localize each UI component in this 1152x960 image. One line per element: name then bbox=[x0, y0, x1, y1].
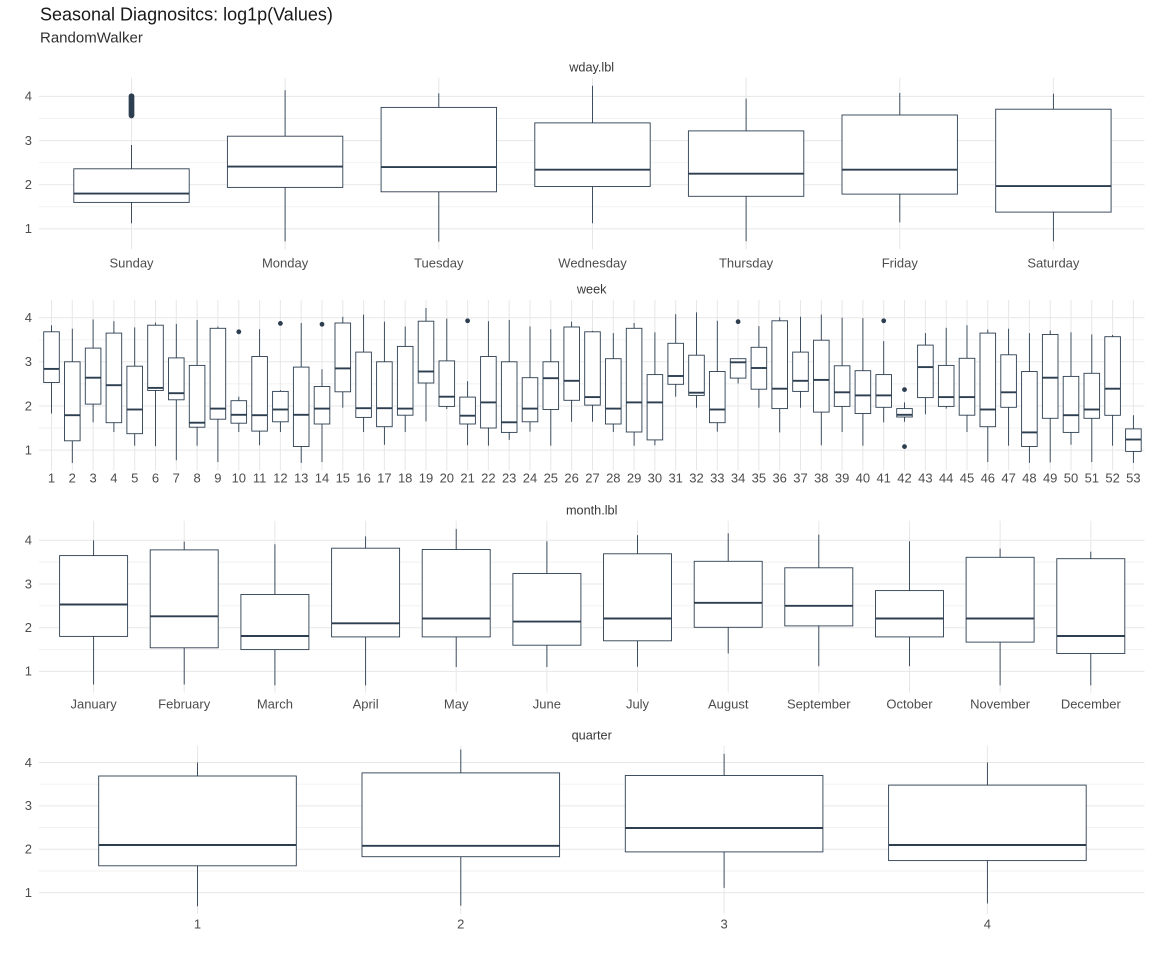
svg-text:10: 10 bbox=[232, 471, 246, 486]
svg-text:51: 51 bbox=[1085, 471, 1099, 486]
svg-text:1: 1 bbox=[25, 664, 32, 679]
svg-text:1: 1 bbox=[25, 442, 32, 457]
svg-text:41: 41 bbox=[876, 471, 890, 486]
svg-text:3: 3 bbox=[25, 798, 32, 813]
svg-text:20: 20 bbox=[440, 471, 454, 486]
svg-text:Wednesday: Wednesday bbox=[558, 256, 627, 271]
svg-text:34: 34 bbox=[731, 471, 745, 486]
svg-text:2: 2 bbox=[25, 842, 32, 857]
svg-text:December: December bbox=[1061, 697, 1122, 712]
svg-text:22: 22 bbox=[481, 471, 495, 486]
svg-text:8: 8 bbox=[193, 471, 200, 486]
svg-text:5: 5 bbox=[131, 471, 138, 486]
svg-text:14: 14 bbox=[315, 471, 329, 486]
svg-text:48: 48 bbox=[1022, 471, 1036, 486]
svg-text:Tuesday: Tuesday bbox=[414, 256, 464, 271]
svg-text:19: 19 bbox=[419, 471, 433, 486]
svg-text:wday.lbl: wday.lbl bbox=[568, 61, 614, 75]
svg-text:18: 18 bbox=[398, 471, 412, 486]
svg-text:4: 4 bbox=[25, 755, 32, 770]
svg-text:2: 2 bbox=[457, 916, 464, 931]
svg-text:4: 4 bbox=[984, 916, 991, 931]
svg-text:3: 3 bbox=[25, 133, 32, 148]
svg-text:25: 25 bbox=[544, 471, 558, 486]
svg-text:1: 1 bbox=[25, 221, 32, 236]
svg-text:30: 30 bbox=[648, 471, 662, 486]
svg-text:3: 3 bbox=[89, 471, 96, 486]
svg-text:45: 45 bbox=[960, 471, 974, 486]
svg-text:36: 36 bbox=[772, 471, 786, 486]
svg-text:Sunday: Sunday bbox=[109, 256, 154, 271]
svg-text:July: July bbox=[626, 697, 650, 712]
svg-text:Seasonal Diagnositcs: log1p(Va: Seasonal Diagnositcs: log1p(Values) bbox=[40, 5, 333, 25]
svg-text:17: 17 bbox=[377, 471, 391, 486]
svg-text:3: 3 bbox=[25, 576, 32, 591]
svg-text:4: 4 bbox=[25, 533, 32, 548]
svg-text:May: May bbox=[444, 697, 469, 712]
svg-text:month.lbl: month.lbl bbox=[566, 504, 617, 518]
svg-text:43: 43 bbox=[918, 471, 932, 486]
svg-text:15: 15 bbox=[336, 471, 350, 486]
svg-text:16: 16 bbox=[356, 471, 370, 486]
svg-text:21: 21 bbox=[460, 471, 474, 486]
svg-text:November: November bbox=[970, 697, 1031, 712]
svg-text:11: 11 bbox=[253, 471, 267, 486]
svg-text:53: 53 bbox=[1126, 471, 1140, 486]
svg-text:Monday: Monday bbox=[262, 256, 309, 271]
svg-text:40: 40 bbox=[856, 471, 870, 486]
svg-text:46: 46 bbox=[981, 471, 995, 486]
svg-text:4: 4 bbox=[110, 471, 117, 486]
svg-text:29: 29 bbox=[627, 471, 641, 486]
svg-text:47: 47 bbox=[1001, 471, 1015, 486]
svg-text:32: 32 bbox=[689, 471, 703, 486]
svg-text:September: September bbox=[787, 697, 851, 712]
svg-text:26: 26 bbox=[564, 471, 578, 486]
svg-text:13: 13 bbox=[294, 471, 308, 486]
svg-text:38: 38 bbox=[814, 471, 828, 486]
svg-text:35: 35 bbox=[752, 471, 766, 486]
svg-text:Saturday: Saturday bbox=[1027, 256, 1080, 271]
svg-text:2: 2 bbox=[69, 471, 76, 486]
svg-text:28: 28 bbox=[606, 471, 620, 486]
svg-text:1: 1 bbox=[25, 885, 32, 900]
svg-text:RandomWalker: RandomWalker bbox=[40, 29, 143, 46]
svg-text:49: 49 bbox=[1043, 471, 1057, 486]
svg-text:April: April bbox=[353, 697, 379, 712]
svg-text:2: 2 bbox=[25, 398, 32, 413]
svg-text:August: August bbox=[708, 697, 749, 712]
svg-text:6: 6 bbox=[152, 471, 159, 486]
svg-text:June: June bbox=[533, 697, 561, 712]
svg-text:week: week bbox=[576, 283, 607, 297]
svg-text:2: 2 bbox=[25, 177, 32, 192]
svg-text:January: January bbox=[70, 697, 117, 712]
svg-text:27: 27 bbox=[585, 471, 599, 486]
svg-text:October: October bbox=[886, 697, 933, 712]
svg-text:24: 24 bbox=[523, 471, 537, 486]
svg-text:3: 3 bbox=[25, 354, 32, 369]
svg-text:Friday: Friday bbox=[882, 256, 919, 271]
svg-text:4: 4 bbox=[25, 89, 32, 104]
svg-text:42: 42 bbox=[897, 471, 911, 486]
svg-text:February: February bbox=[158, 697, 211, 712]
svg-text:7: 7 bbox=[173, 471, 180, 486]
svg-text:1: 1 bbox=[194, 916, 201, 931]
svg-text:23: 23 bbox=[502, 471, 516, 486]
svg-text:31: 31 bbox=[668, 471, 682, 486]
svg-text:37: 37 bbox=[793, 471, 807, 486]
svg-text:quarter: quarter bbox=[572, 729, 613, 743]
svg-text:Thursday: Thursday bbox=[719, 256, 774, 271]
svg-text:1: 1 bbox=[48, 471, 55, 486]
svg-text:3: 3 bbox=[720, 916, 727, 931]
svg-text:39: 39 bbox=[835, 471, 849, 486]
svg-text:12: 12 bbox=[273, 471, 287, 486]
svg-text:44: 44 bbox=[939, 471, 953, 486]
svg-text:50: 50 bbox=[1064, 471, 1078, 486]
svg-text:52: 52 bbox=[1105, 471, 1119, 486]
svg-text:March: March bbox=[257, 697, 293, 712]
svg-text:2: 2 bbox=[25, 620, 32, 635]
svg-text:33: 33 bbox=[710, 471, 724, 486]
svg-text:9: 9 bbox=[214, 471, 221, 486]
svg-text:4: 4 bbox=[25, 310, 32, 325]
